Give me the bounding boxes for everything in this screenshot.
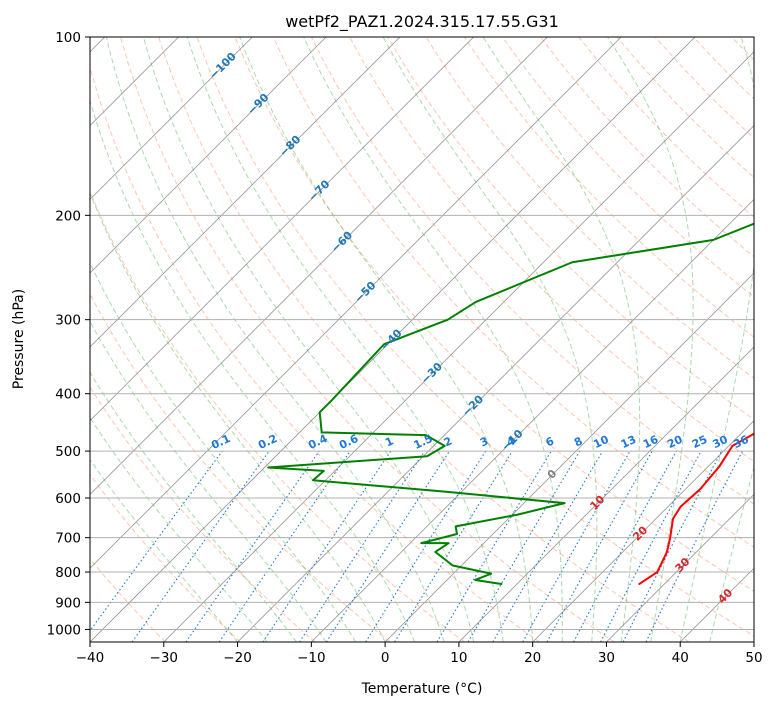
mixing-ratio-line	[325, 450, 450, 642]
moist-adiabat-line	[90, 320, 327, 642]
dry-adiabat-line	[349, 37, 754, 463]
isotherm-line	[532, 420, 754, 642]
dry-adiabat-line	[425, 37, 754, 379]
dewpoint-profile-line	[267, 222, 754, 585]
dry-adiabat-line	[234, 37, 754, 592]
pressure-gridlines	[90, 37, 754, 630]
y-tick-label: 900	[55, 595, 81, 611]
moist-adiabat-line	[186, 37, 504, 642]
x-axis: −40 −30 −20 −10 0 10 20 30 40 50	[76, 642, 763, 666]
x-axis-title: Temperature (°C)	[361, 681, 483, 697]
dry-adiabat-line	[90, 386, 316, 642]
x-tick-label: −30	[150, 650, 179, 666]
mixing-ratio-line	[131, 450, 270, 642]
moist-adiabat-line	[303, 37, 563, 642]
mixing-ratio-label: 25	[690, 433, 709, 451]
moist-adiabat-line	[239, 37, 534, 642]
plot-frame	[89, 36, 755, 643]
x-tick-label: 0	[381, 650, 390, 666]
x-tick-label: 30	[598, 650, 615, 666]
mixing-ratio-line	[522, 450, 631, 642]
x-tick-label: 50	[745, 650, 762, 666]
x-tick-label: 40	[672, 650, 689, 666]
dry-adiabat-line	[272, 37, 754, 548]
isotherm-line	[90, 37, 401, 348]
mixing-ratio-line	[90, 450, 223, 632]
isotherm-line	[458, 346, 754, 642]
dry-adiabat-line	[90, 473, 241, 642]
isotherm-line	[311, 198, 754, 642]
isotherm-line	[163, 51, 754, 642]
moist-adiabat-line	[90, 458, 238, 642]
mixing-ratio-line	[218, 450, 351, 642]
x-tick-label: −40	[76, 650, 105, 666]
mixing-ratio-label: 20	[665, 433, 685, 451]
isotherm-line	[90, 37, 622, 569]
isotherm-line	[606, 493, 754, 642]
mixing-ratio-line	[573, 450, 677, 642]
dry-adiabat-line	[196, 37, 754, 637]
dry-adiabat-line	[90, 190, 465, 642]
mixing-ratio-line	[394, 450, 513, 642]
x-tick-label: 20	[524, 650, 541, 666]
moist-adiabat-line	[90, 191, 386, 642]
isotherm-line	[90, 37, 548, 496]
mixing-ratio-line	[299, 450, 426, 642]
x-tick-label: −10	[297, 650, 326, 666]
moist-adiabat-line	[142, 37, 475, 642]
mixing-ratio-label: 30	[711, 433, 731, 451]
y-tick-label: 600	[55, 491, 81, 507]
isotherm-line	[384, 272, 754, 642]
isotherm-line	[90, 37, 253, 200]
y-tick-label: 200	[55, 208, 81, 224]
y-tick-label: 700	[55, 531, 81, 547]
dry-adiabat-line	[463, 37, 754, 338]
dry-adiabat-line	[90, 293, 391, 642]
mixing-ratio-label: 13	[619, 433, 638, 451]
y-tick-label: 300	[55, 313, 81, 329]
temperature-profile-line	[638, 432, 754, 585]
mixing-ratio-label: 16	[641, 433, 661, 451]
moist-adiabat-line	[105, 37, 445, 642]
moist-adiabat-line	[90, 416, 268, 642]
mixing-ratio-line	[185, 450, 320, 642]
y-tick-label: 1000	[47, 622, 81, 638]
isotherm-line	[90, 37, 474, 422]
isotherm-line	[90, 37, 696, 642]
data-series	[267, 222, 754, 585]
y-tick-label: 500	[55, 444, 81, 460]
isotherm-line	[90, 37, 327, 274]
dry-adiabat-line	[120, 37, 615, 642]
y-tick-label: 400	[55, 387, 81, 403]
dry-adiabat-line	[158, 37, 690, 642]
moist-adiabat-line	[679, 37, 754, 642]
y-tick-label: 100	[55, 30, 81, 46]
mixing-ratio-label: 36	[731, 433, 751, 451]
mixing-ratio-line	[546, 450, 653, 642]
moist-adiabat-line	[607, 37, 694, 642]
moist-adiabat-line	[90, 262, 357, 642]
mixing-ratio-label: 10	[591, 433, 611, 451]
moist-adiabat-line	[709, 465, 754, 642]
dry-adiabat-line	[90, 65, 540, 642]
y-tick-label: 800	[55, 565, 81, 581]
mixing-ratio-line	[645, 450, 743, 642]
y-axis: 1000 900 800 700 600 500 400 300 200 100	[47, 30, 90, 638]
moist-adiabat-line	[482, 37, 641, 642]
background-lines	[90, 37, 754, 642]
x-tick-label: −20	[223, 650, 252, 666]
y-axis-title: Pressure (hPa)	[11, 289, 27, 389]
x-tick-label: 10	[450, 650, 467, 666]
isotherm-line	[237, 124, 754, 642]
chart-title: wetPf2_PAZ1.2024.315.17.55.G31	[285, 12, 559, 32]
moist-adiabat-line	[382, 37, 598, 642]
dry-adiabat-line	[90, 557, 166, 642]
mixing-ratio-line	[262, 450, 392, 642]
